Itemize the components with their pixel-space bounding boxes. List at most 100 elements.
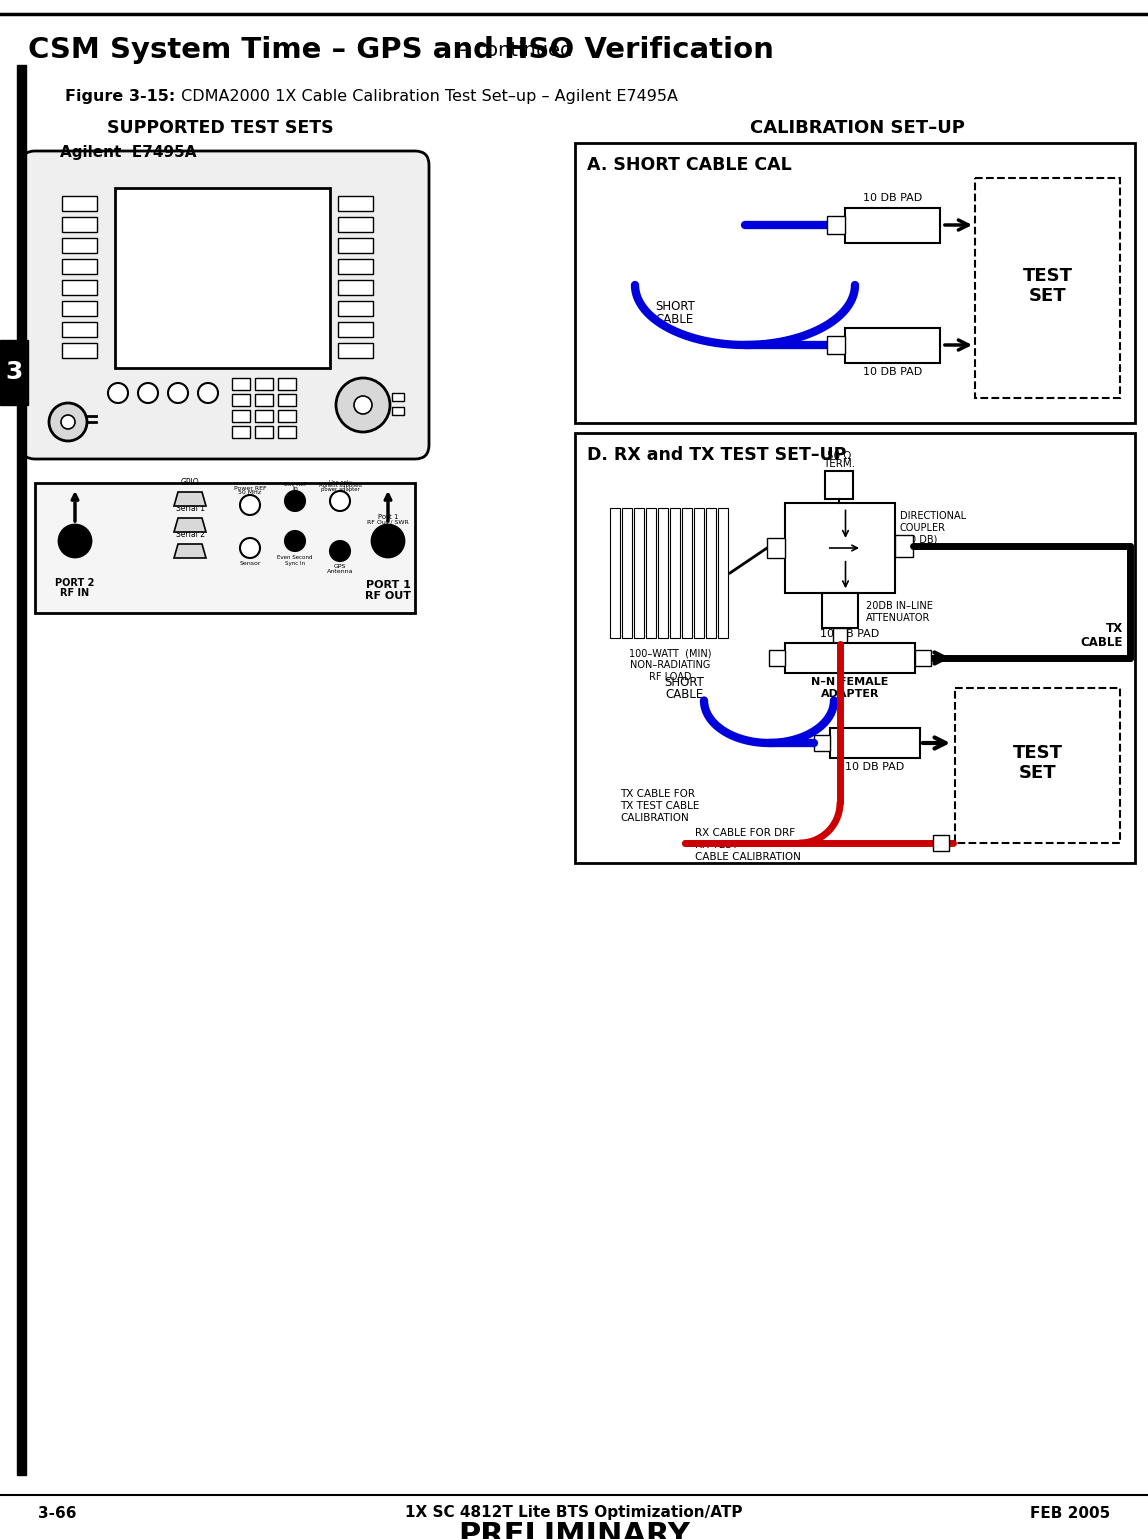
Text: SHORT: SHORT [656,300,695,312]
Text: CABLE: CABLE [665,688,703,700]
Bar [278,426,296,439]
Bar [827,336,845,354]
Circle shape [49,403,87,442]
Bar [814,736,830,751]
Text: RF LOAD: RF LOAD [649,673,691,682]
Text: PORT 1: PORT 1 [365,580,411,589]
Text: Port 1: Port 1 [378,514,398,520]
Bar [391,406,404,416]
Circle shape [285,491,305,511]
Bar [825,471,853,499]
Bar [115,188,329,368]
Bar [62,217,96,232]
Text: TERM.: TERM. [823,459,855,469]
Bar [278,409,296,422]
Bar [232,379,250,389]
Text: CABLE: CABLE [1080,637,1123,649]
Bar [575,143,1135,423]
Bar [0,340,28,405]
Text: 100–WATT  (MIN): 100–WATT (MIN) [629,648,712,659]
Bar [34,483,414,613]
Bar [17,65,26,1474]
Text: CALIBRATION: CALIBRATION [620,813,689,823]
Text: TEST: TEST [1013,745,1063,762]
Bar [634,508,644,639]
Text: RF Out / SWR: RF Out / SWR [367,519,409,523]
Text: 10 DB PAD: 10 DB PAD [845,762,905,773]
Bar [62,302,96,315]
Text: PRELIMINARY: PRELIMINARY [458,1521,690,1539]
Circle shape [197,383,218,403]
Circle shape [168,383,188,403]
Circle shape [61,416,75,429]
Bar [62,322,96,337]
Circle shape [329,542,350,562]
Text: RX CABLE FOR DRF: RX CABLE FOR DRF [695,828,796,839]
Text: 10 DB PAD: 10 DB PAD [863,366,922,377]
Text: Agilent supplied: Agilent supplied [318,483,362,488]
Text: SHORT: SHORT [664,676,704,688]
Bar [232,426,250,439]
Text: DIRECTIONAL: DIRECTIONAL [900,511,967,522]
Bar [255,394,273,406]
Text: CDMA2000 1X Cable Calibration Test Set–up – Agilent E7495A: CDMA2000 1X Cable Calibration Test Set–u… [176,89,678,105]
Text: Ext Ref: Ext Ref [284,482,307,486]
Text: FEB 2005: FEB 2005 [1030,1505,1110,1521]
Bar [255,409,273,422]
Text: TX: TX [1106,622,1123,634]
Text: Figure 3-15:: Figure 3-15: [65,89,176,105]
Bar [833,628,847,643]
Circle shape [372,525,404,557]
Text: RF IN: RF IN [61,588,90,599]
Text: ADAPTER: ADAPTER [821,689,879,699]
Bar [695,508,704,639]
Polygon shape [174,519,205,532]
Circle shape [138,383,158,403]
Text: NON–RADIATING: NON–RADIATING [630,660,711,669]
Bar [682,508,692,639]
Bar [575,432,1135,863]
Text: 10 DB PAD: 10 DB PAD [863,192,922,203]
Text: Serial 2: Serial 2 [176,529,204,539]
Bar [255,379,273,389]
Text: SET: SET [1018,765,1056,782]
Text: 3: 3 [6,360,23,385]
Text: In: In [292,486,298,491]
Text: D. RX and TX TEST SET–UP: D. RX and TX TEST SET–UP [587,446,846,463]
Bar [278,379,296,389]
Bar [338,302,373,315]
Bar [62,259,96,274]
Circle shape [59,525,91,557]
Text: Agilent  E7495A: Agilent E7495A [60,145,196,160]
Text: PORT 2: PORT 2 [55,579,94,588]
Polygon shape [174,543,205,559]
Text: CSM System Time – GPS and HSO Verification: CSM System Time – GPS and HSO Verificati… [28,35,774,65]
Circle shape [336,379,390,432]
Text: COUPLER: COUPLER [900,523,946,532]
Bar [933,836,949,851]
Text: CABLE: CABLE [656,312,695,326]
Bar [338,322,373,337]
Bar [769,649,785,666]
Text: CALIBRATION SET–UP: CALIBRATION SET–UP [750,119,965,137]
Text: N–N FEMALE: N–N FEMALE [812,677,889,686]
Bar [955,688,1120,843]
Bar [232,409,250,422]
Bar [338,343,373,359]
Bar [62,343,96,359]
Circle shape [354,396,372,414]
Bar [338,217,373,232]
Text: (30 DB): (30 DB) [900,536,938,545]
Bar [915,649,931,666]
Bar [822,593,858,628]
Text: TX CABLE FOR: TX CABLE FOR [620,790,695,799]
Circle shape [285,531,305,551]
Text: 3-66: 3-66 [38,1505,77,1521]
Bar [785,643,915,673]
Text: 50 MHz: 50 MHz [239,489,262,496]
Bar [767,539,785,559]
Bar [845,208,940,243]
Bar [278,394,296,406]
Bar [62,195,96,211]
Bar [232,394,250,406]
